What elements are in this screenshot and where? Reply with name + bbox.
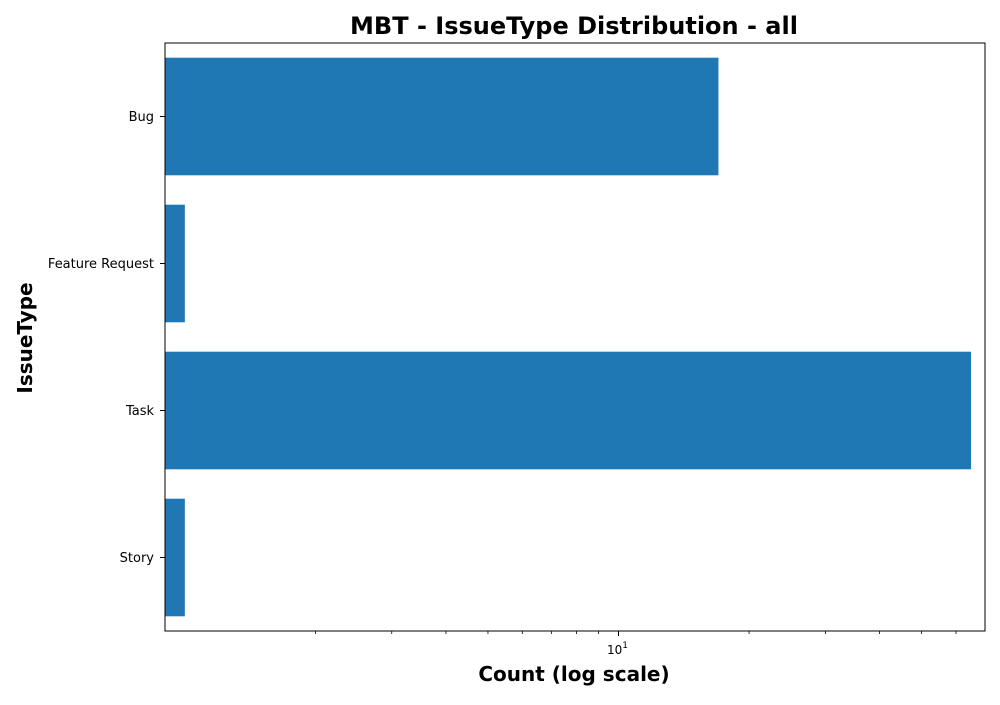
bar-bug (165, 57, 719, 176)
chart-title: MBT - IssueType Distribution - all (350, 12, 798, 40)
bar-feature-request (165, 204, 185, 323)
x-tick-label-exponent: 1 (622, 641, 628, 651)
y-tick-label: Bug (129, 110, 154, 125)
y-tick-label: Story (120, 551, 155, 566)
y-tick-label: Feature Request (48, 257, 154, 272)
bar-task (165, 351, 972, 470)
y-tick-label: Task (125, 404, 155, 419)
y-axis-title: IssueType (13, 282, 37, 393)
plot-area: Bug Feature Request Task Story 101 (48, 42, 986, 657)
x-axis-title: Count (log scale) (478, 662, 669, 686)
x-tick-label: 101 (607, 641, 628, 657)
x-tick-label-base: 10 (607, 643, 622, 657)
plot-frame (164, 42, 986, 632)
bar-story (165, 498, 185, 617)
